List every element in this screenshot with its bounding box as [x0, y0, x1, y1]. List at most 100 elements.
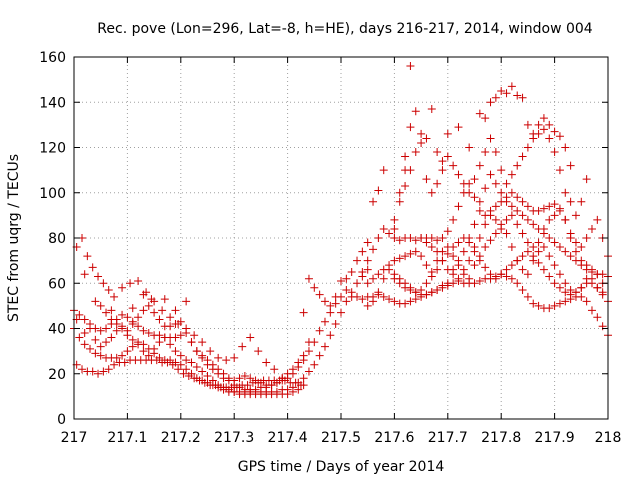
data-point	[443, 129, 452, 138]
data-point	[465, 256, 474, 265]
grid-lines	[74, 57, 608, 419]
data-point	[374, 234, 383, 242]
data-point	[182, 297, 191, 306]
data-point	[320, 297, 329, 306]
data-point	[561, 279, 570, 288]
data-point	[545, 252, 554, 261]
data-point	[86, 344, 95, 353]
data-point	[288, 387, 297, 396]
data-point	[470, 193, 479, 202]
data-point	[385, 295, 394, 304]
data-point	[582, 234, 591, 242]
data-point	[454, 123, 463, 132]
x-tick-label: 217.3	[214, 430, 254, 446]
y-tick-label: 20	[48, 367, 66, 383]
data-point	[593, 313, 602, 322]
data-point	[102, 308, 111, 317]
data-point	[470, 261, 479, 270]
data-point	[299, 374, 308, 383]
data-point	[427, 272, 436, 281]
data-point	[401, 152, 410, 161]
data-point	[320, 342, 329, 351]
data-point	[166, 322, 175, 331]
data-point	[523, 143, 532, 152]
data-point	[369, 297, 378, 306]
data-point	[363, 265, 372, 274]
data-point	[449, 215, 458, 224]
x-tick-label: 217.8	[481, 430, 521, 446]
data-point	[304, 367, 313, 376]
data-point	[406, 286, 415, 295]
data-point	[390, 274, 399, 283]
data-point	[406, 234, 415, 242]
data-point	[561, 215, 570, 224]
data-point	[230, 353, 239, 362]
data-point	[195, 376, 204, 385]
data-point	[507, 274, 516, 283]
data-point	[353, 279, 362, 288]
data-point	[208, 360, 217, 369]
data-point	[534, 247, 543, 256]
data-point	[262, 358, 271, 367]
data-point	[88, 367, 97, 376]
data-point	[502, 229, 511, 238]
data-point	[86, 324, 95, 333]
data-point	[571, 247, 580, 256]
data-point	[200, 378, 209, 387]
x-tick-label: 217.9	[535, 430, 575, 446]
data-point	[486, 236, 495, 245]
data-point	[427, 105, 436, 114]
y-tick-label: 160	[39, 50, 66, 66]
data-point	[513, 91, 522, 100]
data-point	[112, 353, 121, 362]
data-point	[320, 317, 329, 326]
data-point	[294, 385, 303, 394]
data-point	[134, 276, 143, 285]
y-tick-label: 120	[39, 141, 66, 157]
data-point	[470, 220, 479, 229]
data-point	[502, 197, 511, 206]
data-point	[104, 286, 113, 295]
data-point	[190, 331, 199, 340]
data-point	[497, 86, 506, 95]
data-point	[107, 306, 116, 315]
data-point	[299, 351, 308, 360]
data-point	[190, 374, 199, 383]
data-point	[187, 358, 196, 367]
data-point	[545, 234, 554, 242]
data-point	[481, 243, 490, 252]
data-point	[390, 215, 399, 224]
data-point	[91, 349, 100, 358]
data-point	[246, 374, 255, 383]
data-point	[582, 175, 591, 184]
data-point	[222, 356, 231, 365]
data-point	[513, 256, 522, 265]
data-point	[486, 170, 495, 179]
data-point	[110, 360, 119, 369]
data-point	[550, 200, 559, 209]
data-point	[104, 365, 113, 374]
data-point	[251, 376, 260, 385]
data-point	[411, 107, 420, 116]
data-point	[507, 261, 516, 270]
data-point	[272, 378, 281, 387]
data-point	[294, 358, 303, 367]
data-point	[523, 120, 532, 129]
data-point	[278, 374, 287, 383]
y-tick-label: 100	[39, 186, 66, 202]
data-point	[379, 292, 388, 301]
data-point	[465, 234, 474, 242]
data-point	[326, 301, 335, 310]
data-point	[507, 170, 516, 179]
data-point	[422, 261, 431, 270]
data-point	[390, 234, 399, 242]
x-tick-label: 218	[595, 430, 622, 446]
data-point	[555, 299, 564, 308]
data-point	[550, 127, 559, 136]
data-point	[283, 390, 292, 399]
data-point	[513, 161, 522, 170]
data-point	[315, 351, 324, 360]
data-point	[224, 374, 233, 383]
data-point	[497, 220, 506, 229]
y-tick-label: 140	[39, 95, 66, 111]
